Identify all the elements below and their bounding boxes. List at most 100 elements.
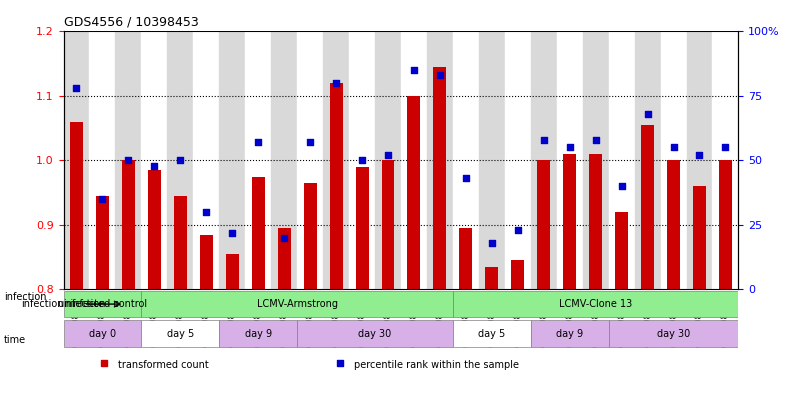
Bar [719,160,732,289]
Bar [511,260,524,289]
Bar [219,31,245,289]
Bar [530,31,557,289]
Point [356,157,368,163]
Point [148,162,160,169]
Text: infection: infection [64,299,106,309]
Point [719,144,732,151]
Bar [168,31,193,289]
Text: LCMV-Clone 13: LCMV-Clone 13 [559,299,632,309]
Bar [272,31,297,289]
Bar [278,228,291,289]
Text: uninfected control: uninfected control [58,299,147,309]
Point [96,196,109,202]
Point [538,137,550,143]
Point [174,157,187,163]
Text: day 5: day 5 [167,329,194,338]
Bar [538,160,550,289]
Bar [375,31,401,289]
Bar [64,31,90,289]
Text: day 0: day 0 [89,329,116,338]
Bar [303,183,317,289]
Text: percentile rank within the sample: percentile rank within the sample [353,360,518,370]
Point [763,163,776,169]
FancyBboxPatch shape [141,320,219,347]
Bar [641,125,654,289]
Point [330,80,342,86]
Bar [407,96,421,289]
Bar [141,31,168,289]
Point [278,235,291,241]
Bar [200,235,213,289]
FancyBboxPatch shape [530,320,609,347]
Bar [693,186,706,289]
Bar [122,160,135,289]
Text: day 9: day 9 [556,329,584,338]
FancyBboxPatch shape [609,320,738,347]
FancyBboxPatch shape [297,320,453,347]
Point [642,111,654,117]
Bar [505,31,530,289]
Bar [557,31,583,289]
Point [564,144,576,151]
Bar [589,154,602,289]
Bar [245,31,272,289]
Bar [687,31,712,289]
Bar [148,170,161,289]
Bar [667,160,680,289]
FancyBboxPatch shape [219,320,297,347]
Point [615,183,628,189]
Point [485,240,498,246]
Bar [297,31,323,289]
Bar [252,176,264,289]
Bar [323,31,349,289]
Point [589,137,602,143]
Point [460,175,472,182]
Bar [634,31,661,289]
Point [252,139,264,145]
FancyBboxPatch shape [453,291,738,317]
Text: time: time [4,335,26,345]
Bar [460,228,472,289]
Text: LCMV-Armstrong: LCMV-Armstrong [256,299,337,309]
Bar [174,196,187,289]
FancyBboxPatch shape [453,320,530,347]
Point [70,85,83,91]
Bar [330,83,342,289]
Bar [381,160,395,289]
Text: day 9: day 9 [245,329,272,338]
Bar [661,31,687,289]
Bar [609,31,634,289]
Bar [427,31,453,289]
Bar [115,31,141,289]
Bar [485,267,499,289]
Text: day 30: day 30 [657,329,690,338]
Bar [712,31,738,289]
Text: day 5: day 5 [478,329,506,338]
Bar [349,31,375,289]
Bar [356,167,368,289]
Text: transformed count: transformed count [118,360,208,370]
Bar [70,122,83,289]
Point [434,72,446,79]
Bar [90,31,115,289]
Bar [434,67,446,289]
Point [511,227,524,233]
Bar [479,31,505,289]
Text: day 30: day 30 [358,329,391,338]
Bar [193,31,219,289]
Point [693,152,706,158]
Bar [96,196,109,289]
Point [667,144,680,151]
Text: infection: infection [21,299,64,309]
Text: GDS4556 / 10398453: GDS4556 / 10398453 [64,16,198,29]
Bar [453,31,479,289]
Bar [225,254,239,289]
Bar [563,154,576,289]
FancyBboxPatch shape [64,291,141,317]
Point [407,67,420,73]
Point [200,209,213,215]
Bar [583,31,609,289]
Bar [401,31,427,289]
FancyBboxPatch shape [64,320,141,347]
Point [382,152,395,158]
